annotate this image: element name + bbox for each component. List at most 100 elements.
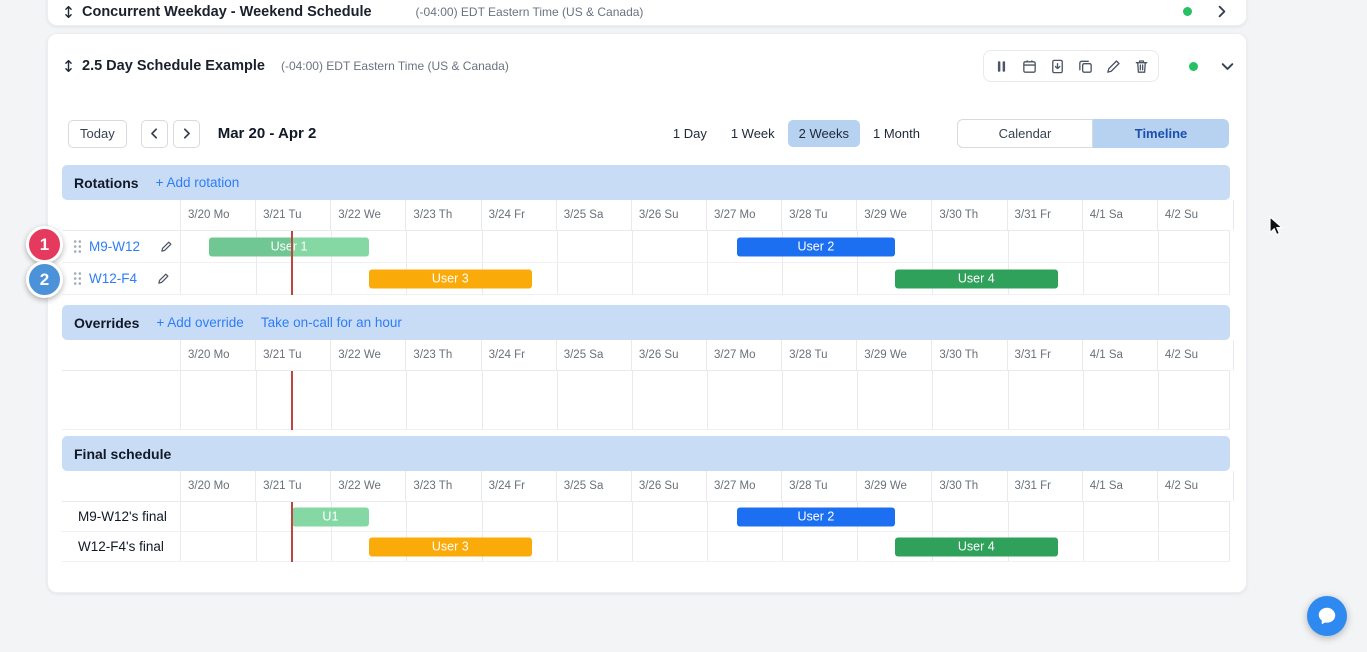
section-title: Final schedule: [74, 445, 172, 462]
view-2-weeks[interactable]: 2 Weeks: [787, 120, 861, 147]
grid-line: [556, 371, 558, 429]
edit-rotation-icon[interactable]: [160, 240, 173, 253]
schedule-bar[interactable]: User 2: [737, 507, 895, 526]
collapsed-schedule-title: Concurrent Weekday - Weekend Schedule: [82, 3, 372, 20]
schedule-bar[interactable]: User 4: [894, 269, 1058, 288]
view-1-day[interactable]: 1 Day: [672, 126, 707, 141]
timeline-mode-button[interactable]: Timeline: [1093, 119, 1229, 148]
annotation-badge-2: 2: [26, 261, 63, 298]
calendar-export-icon[interactable]: [1016, 53, 1042, 79]
grid-line: [782, 263, 784, 294]
schedule-bar[interactable]: User 4: [894, 537, 1058, 556]
date-header-cell: 4/1 Sa: [1083, 200, 1158, 230]
grid-line: [331, 532, 333, 561]
edit-icon[interactable]: [1100, 53, 1126, 79]
status-dot: [1183, 7, 1192, 16]
duplicate-icon[interactable]: [1072, 53, 1098, 79]
date-row-label-spacer: [62, 200, 180, 230]
collapsed-schedule-timezone: (-04:00) EDT Eastern Time (US & Canada): [415, 4, 644, 19]
grid-line: [1082, 532, 1084, 561]
grid-line: [1007, 231, 1009, 262]
view-1-month[interactable]: 1 Month: [873, 126, 920, 141]
date-header-cell: 3/23 Th: [406, 471, 482, 501]
chevron-right-icon[interactable]: [1213, 3, 1230, 20]
row-label-cell: W12-F4: [62, 263, 180, 294]
next-period-button[interactable]: [172, 119, 200, 148]
date-header-cell: 3/21 Tu: [256, 471, 332, 501]
current-time-line: [290, 231, 293, 295]
grid-line: [556, 231, 558, 262]
chat-launcher-button[interactable]: [1307, 596, 1347, 636]
grid-line: [706, 231, 708, 262]
section-title: Overrides: [74, 314, 140, 331]
drag-handle-icon[interactable]: [73, 271, 82, 286]
final-row-label: W12-F4's final: [78, 539, 164, 554]
schedule-row: M9-W12 User 1 User 2: [62, 231, 1230, 263]
drag-handle-icon[interactable]: [73, 239, 82, 254]
grid-line: [706, 371, 708, 429]
grid-line: [256, 263, 258, 294]
grid-line: [932, 502, 934, 531]
edit-rotation-icon[interactable]: [157, 272, 170, 285]
view-1-week[interactable]: 1 Week: [730, 126, 775, 141]
prev-period-button[interactable]: [140, 119, 168, 148]
date-header-cell: 3/25 Sa: [557, 200, 632, 230]
date-header-cell: 3/31 Fr: [1008, 471, 1083, 501]
mouse-cursor: [1269, 215, 1286, 243]
reorder-icon[interactable]: [62, 4, 75, 20]
schedule-bar[interactable]: User 3: [368, 537, 532, 556]
annotation-badge-1: 1: [26, 226, 63, 263]
rotation-name-link[interactable]: W12-F4: [89, 271, 138, 286]
add-override-link[interactable]: + Add override: [156, 315, 244, 330]
grid-line: [556, 263, 558, 294]
schedule-row: M9-W12's final U1 User 2: [62, 502, 1230, 532]
date-header-cell: 3/21 Tu: [256, 200, 332, 230]
today-button[interactable]: Today: [68, 119, 127, 148]
delete-icon[interactable]: [1128, 53, 1154, 79]
date-header-cell: 3/24 Fr: [482, 340, 557, 370]
schedule-bar[interactable]: User 1: [209, 237, 369, 256]
collapsed-schedule-card: Concurrent Weekday - Weekend Schedule (-…: [47, 0, 1247, 26]
grid-line: [481, 371, 483, 429]
grid-line: [481, 502, 483, 531]
row-grid: U1 User 2: [180, 502, 1230, 531]
take-on-call-link[interactable]: Take on-call for an hour: [260, 315, 402, 330]
calendar-mode-button[interactable]: Calendar: [957, 119, 1093, 148]
grid-line: [706, 263, 708, 294]
grid-line: [706, 532, 708, 561]
row-label-cell: M9-W12's final: [62, 502, 180, 531]
date-header-cell: 3/20 Mo: [181, 340, 257, 370]
grid-line: [631, 231, 633, 262]
current-time-line: [290, 371, 293, 430]
chat-icon: [1316, 605, 1338, 627]
grid-line: [406, 502, 408, 531]
mode-switcher: Calendar Timeline: [957, 119, 1229, 148]
grid-line: [1007, 502, 1009, 531]
pause-icon[interactable]: [988, 53, 1014, 79]
grid-line: [706, 502, 708, 531]
date-header-cell: 3/30 Th: [932, 340, 1008, 370]
schedule-actions-toolbar: [983, 50, 1159, 82]
date-header-cell: 3/29 We: [857, 200, 933, 230]
grid-line: [932, 231, 934, 262]
grid-line: [406, 371, 408, 429]
reorder-icon[interactable]: [62, 58, 75, 74]
schedule-bar[interactable]: User 2: [737, 237, 895, 256]
grid-line: [631, 532, 633, 561]
grid-line: [1082, 263, 1084, 294]
calendar-import-icon[interactable]: [1044, 53, 1070, 79]
grid-line: [406, 231, 408, 262]
grid-line: [782, 371, 784, 429]
row-grid: [180, 371, 1230, 429]
add-rotation-link[interactable]: + Add rotation: [155, 175, 240, 190]
schedule-bar[interactable]: U1: [291, 507, 369, 526]
date-row-label-spacer: [62, 340, 180, 370]
date-header-cell: 3/23 Th: [406, 340, 482, 370]
schedule-bar[interactable]: User 3: [368, 269, 532, 288]
date-header-cell: 3/25 Sa: [557, 471, 632, 501]
rotation-name-link[interactable]: M9-W12: [89, 239, 141, 254]
chevron-down-icon[interactable]: [1219, 58, 1236, 75]
timeline-section: Overrides + Add override Take on-call for …: [62, 305, 1234, 430]
section-header: Final schedule: [62, 436, 1230, 471]
date-header-cell: 3/24 Fr: [482, 200, 557, 230]
